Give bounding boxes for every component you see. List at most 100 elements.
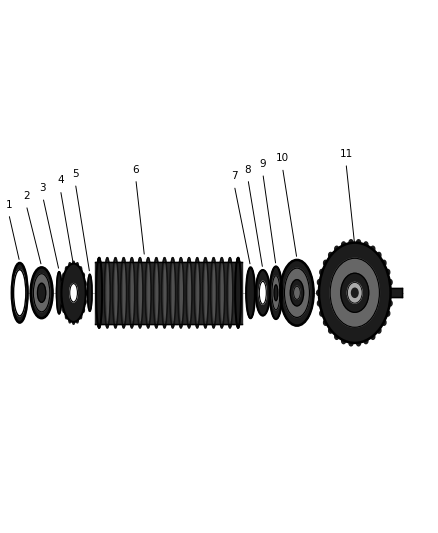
Ellipse shape — [65, 267, 67, 271]
Ellipse shape — [364, 338, 368, 344]
Ellipse shape — [70, 284, 78, 302]
Ellipse shape — [129, 258, 135, 328]
Ellipse shape — [85, 290, 87, 295]
Ellipse shape — [99, 265, 101, 321]
Ellipse shape — [180, 265, 183, 321]
Text: 8: 8 — [244, 165, 251, 174]
Ellipse shape — [96, 258, 102, 328]
Ellipse shape — [186, 258, 192, 328]
Ellipse shape — [222, 265, 224, 321]
Ellipse shape — [173, 265, 175, 321]
Ellipse shape — [386, 311, 390, 316]
Ellipse shape — [285, 268, 309, 318]
Ellipse shape — [235, 258, 241, 328]
Ellipse shape — [382, 320, 386, 325]
Ellipse shape — [38, 283, 46, 302]
Text: 9: 9 — [259, 159, 266, 169]
Ellipse shape — [335, 334, 339, 340]
Ellipse shape — [349, 240, 353, 245]
Ellipse shape — [194, 258, 200, 328]
Bar — [391, 288, 402, 297]
Text: 10: 10 — [276, 153, 289, 163]
Ellipse shape — [342, 338, 346, 344]
Ellipse shape — [12, 263, 28, 322]
Text: 7: 7 — [231, 171, 238, 181]
Ellipse shape — [341, 273, 369, 312]
Ellipse shape — [88, 274, 92, 311]
Ellipse shape — [377, 328, 381, 333]
Text: 1: 1 — [5, 199, 12, 209]
Ellipse shape — [324, 260, 328, 266]
Ellipse shape — [324, 320, 328, 325]
Ellipse shape — [213, 265, 216, 321]
Ellipse shape — [69, 263, 71, 268]
Ellipse shape — [270, 266, 282, 319]
Ellipse shape — [61, 300, 63, 304]
Ellipse shape — [202, 258, 208, 328]
Ellipse shape — [259, 281, 266, 304]
Ellipse shape — [145, 258, 151, 328]
Ellipse shape — [73, 261, 74, 266]
Ellipse shape — [162, 258, 167, 328]
Ellipse shape — [371, 334, 375, 340]
Ellipse shape — [357, 341, 360, 346]
Ellipse shape — [238, 265, 240, 321]
Ellipse shape — [319, 243, 391, 343]
Ellipse shape — [371, 246, 375, 252]
Ellipse shape — [60, 290, 63, 295]
Ellipse shape — [364, 242, 368, 247]
Ellipse shape — [84, 300, 86, 304]
Bar — [95, 262, 242, 324]
Ellipse shape — [115, 265, 118, 321]
Ellipse shape — [33, 274, 50, 312]
Ellipse shape — [330, 259, 379, 327]
Ellipse shape — [290, 280, 304, 306]
Ellipse shape — [73, 320, 74, 324]
Ellipse shape — [235, 258, 241, 328]
Ellipse shape — [104, 258, 110, 328]
Ellipse shape — [320, 270, 324, 275]
Ellipse shape — [230, 265, 232, 321]
Ellipse shape — [96, 258, 102, 328]
Ellipse shape — [76, 263, 78, 268]
Ellipse shape — [80, 267, 82, 271]
Ellipse shape — [178, 258, 184, 328]
Ellipse shape — [69, 318, 71, 323]
Ellipse shape — [113, 258, 118, 328]
Ellipse shape — [347, 282, 362, 303]
Ellipse shape — [80, 314, 82, 319]
Ellipse shape — [388, 279, 392, 285]
Ellipse shape — [137, 258, 143, 328]
Ellipse shape — [140, 265, 142, 321]
Ellipse shape — [256, 270, 270, 316]
Ellipse shape — [274, 285, 278, 301]
Ellipse shape — [148, 265, 150, 321]
Ellipse shape — [84, 281, 86, 286]
Ellipse shape — [63, 266, 85, 319]
Ellipse shape — [189, 265, 191, 321]
Ellipse shape — [156, 265, 159, 321]
Text: 6: 6 — [132, 165, 139, 174]
Ellipse shape — [31, 268, 53, 318]
Text: 5: 5 — [72, 169, 79, 179]
Ellipse shape — [76, 318, 78, 323]
Text: 3: 3 — [39, 183, 46, 193]
Ellipse shape — [227, 258, 233, 328]
Ellipse shape — [335, 246, 339, 252]
Ellipse shape — [342, 242, 346, 247]
Ellipse shape — [65, 314, 67, 319]
Ellipse shape — [318, 279, 321, 285]
Ellipse shape — [382, 260, 386, 266]
Ellipse shape — [219, 258, 225, 328]
Ellipse shape — [388, 301, 392, 306]
Ellipse shape — [211, 258, 216, 328]
Ellipse shape — [386, 270, 390, 275]
Ellipse shape — [389, 290, 393, 295]
Text: 2: 2 — [23, 191, 30, 201]
Ellipse shape — [377, 253, 381, 258]
Ellipse shape — [322, 247, 388, 339]
Ellipse shape — [320, 311, 324, 316]
Ellipse shape — [124, 265, 126, 321]
Ellipse shape — [61, 264, 86, 322]
Text: 4: 4 — [57, 175, 64, 185]
